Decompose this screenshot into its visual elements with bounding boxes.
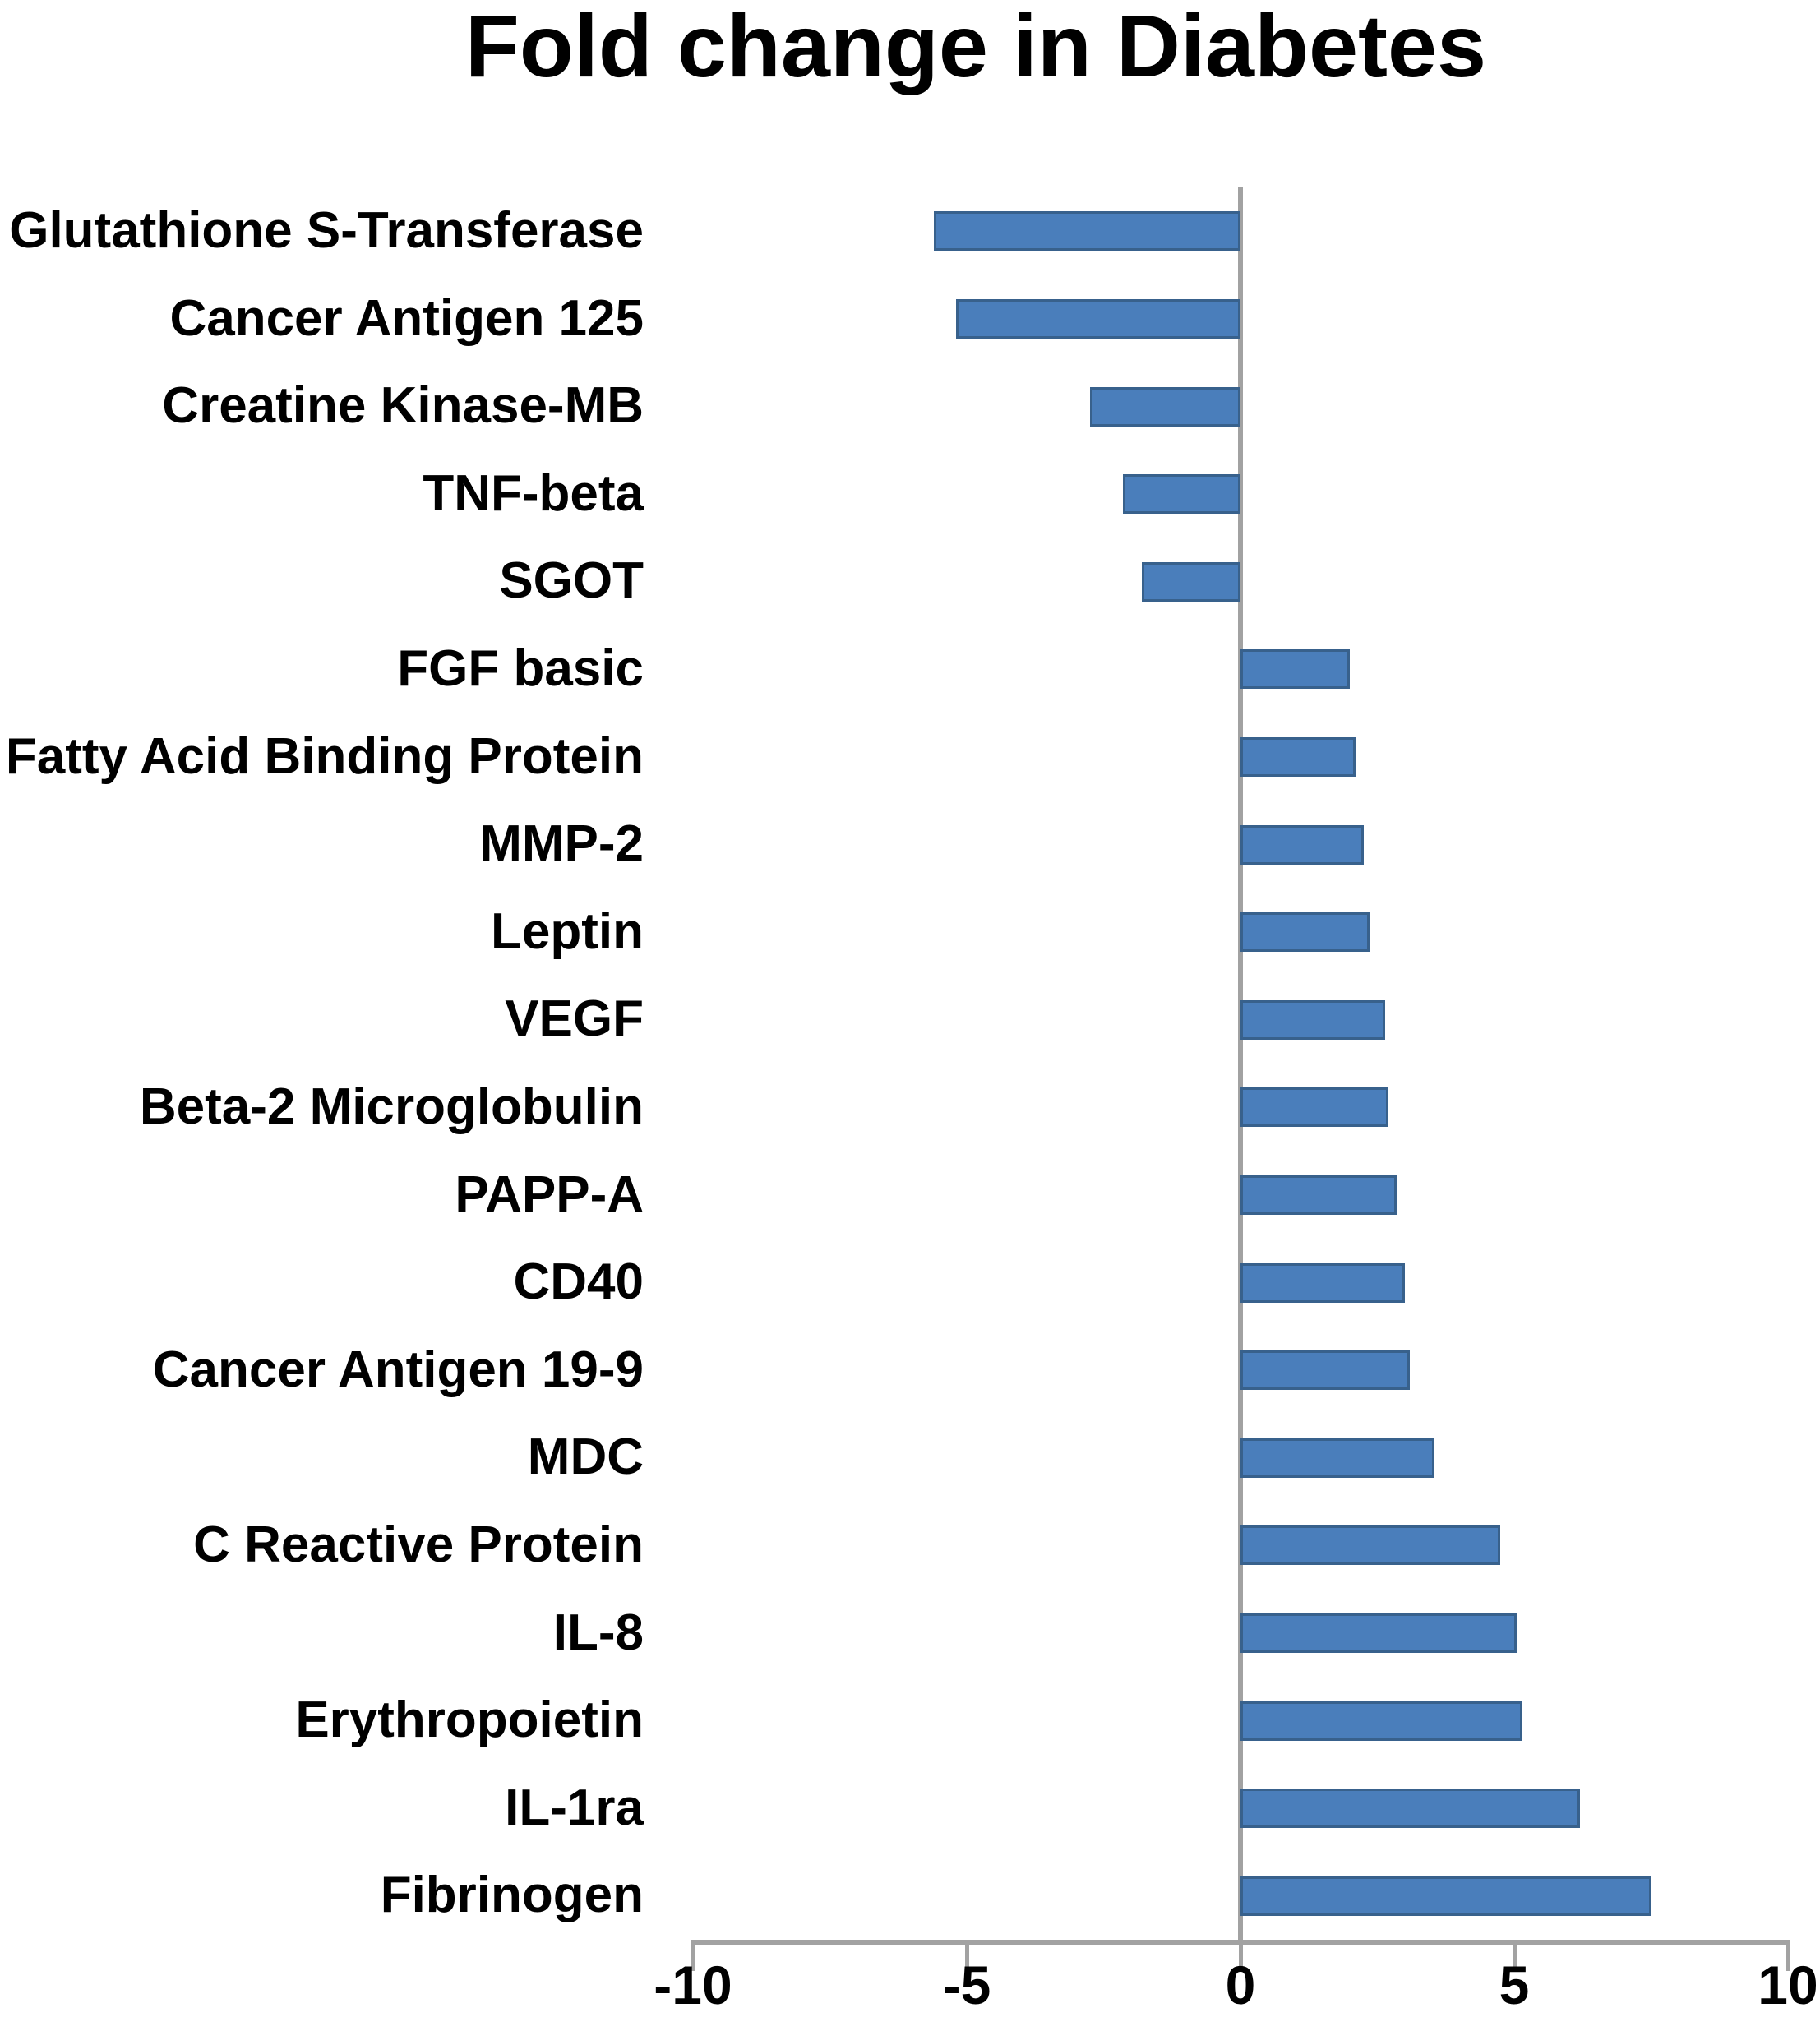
bar [1142, 561, 1240, 602]
x-axis-tick [1785, 1940, 1790, 1971]
bar [1240, 1876, 1651, 1916]
category-label: C Reactive Protein [193, 1516, 644, 1573]
bar [1240, 736, 1356, 777]
x-axis-tick [964, 1940, 969, 1971]
category-label: MDC [527, 1429, 644, 1486]
category-label: SGOT [499, 552, 644, 610]
bar [1089, 386, 1240, 427]
category-label: TNF-beta [423, 464, 644, 522]
category-label: Cancer Antigen 19-9 [152, 1341, 644, 1398]
bar [955, 298, 1240, 339]
bar [1240, 999, 1386, 1040]
category-label: Fibrinogen [380, 1867, 644, 1924]
category-label: Beta-2 Microglobulin [139, 1078, 644, 1135]
x-axis-tick [691, 1940, 695, 1971]
bar [1240, 1789, 1580, 1829]
bar [1240, 1613, 1517, 1653]
bar [1240, 824, 1364, 865]
bar [1240, 1175, 1397, 1215]
bar [1240, 1525, 1501, 1566]
category-label: PAPP-A [455, 1165, 644, 1223]
bar [1240, 1262, 1405, 1303]
category-label: VEGF [505, 990, 644, 1048]
bar [1240, 649, 1351, 690]
x-axis-tick [1238, 1940, 1243, 1971]
category-label: Leptin [491, 902, 644, 960]
bar [1240, 1438, 1435, 1478]
category-label: IL-1ra [505, 1779, 644, 1836]
bar [1240, 912, 1370, 953]
category-label: CD40 [513, 1253, 644, 1311]
chart-title: Fold change in Diabetes [464, 0, 1487, 95]
bar [1240, 1701, 1522, 1741]
zero-axis-line [1238, 187, 1243, 1940]
x-axis-tick-label: -10 [654, 1955, 732, 2015]
x-axis-tick [1512, 1940, 1517, 1971]
x-axis-tick-label: 0 [1225, 1955, 1256, 2015]
bar [1240, 1087, 1388, 1128]
category-label: Erythropoietin [295, 1692, 644, 1749]
category-label: Creatine Kinase-MB [162, 377, 644, 435]
bar [934, 211, 1240, 252]
x-axis-tick-label: 5 [1499, 1955, 1530, 2015]
category-label: MMP-2 [479, 815, 644, 873]
bar [1122, 474, 1240, 515]
category-label: FGF basic [397, 640, 644, 697]
category-label: Glutathione S-Transferase [9, 202, 644, 259]
category-label: Fatty Acid Binding Protein [5, 727, 644, 785]
category-label: Cancer Antigen 125 [169, 289, 644, 347]
x-axis-tick-label: -5 [942, 1955, 991, 2015]
x-axis-tick-label: 10 [1758, 1955, 1818, 2015]
bar [1240, 1350, 1411, 1391]
category-label: IL-8 [552, 1604, 644, 1661]
